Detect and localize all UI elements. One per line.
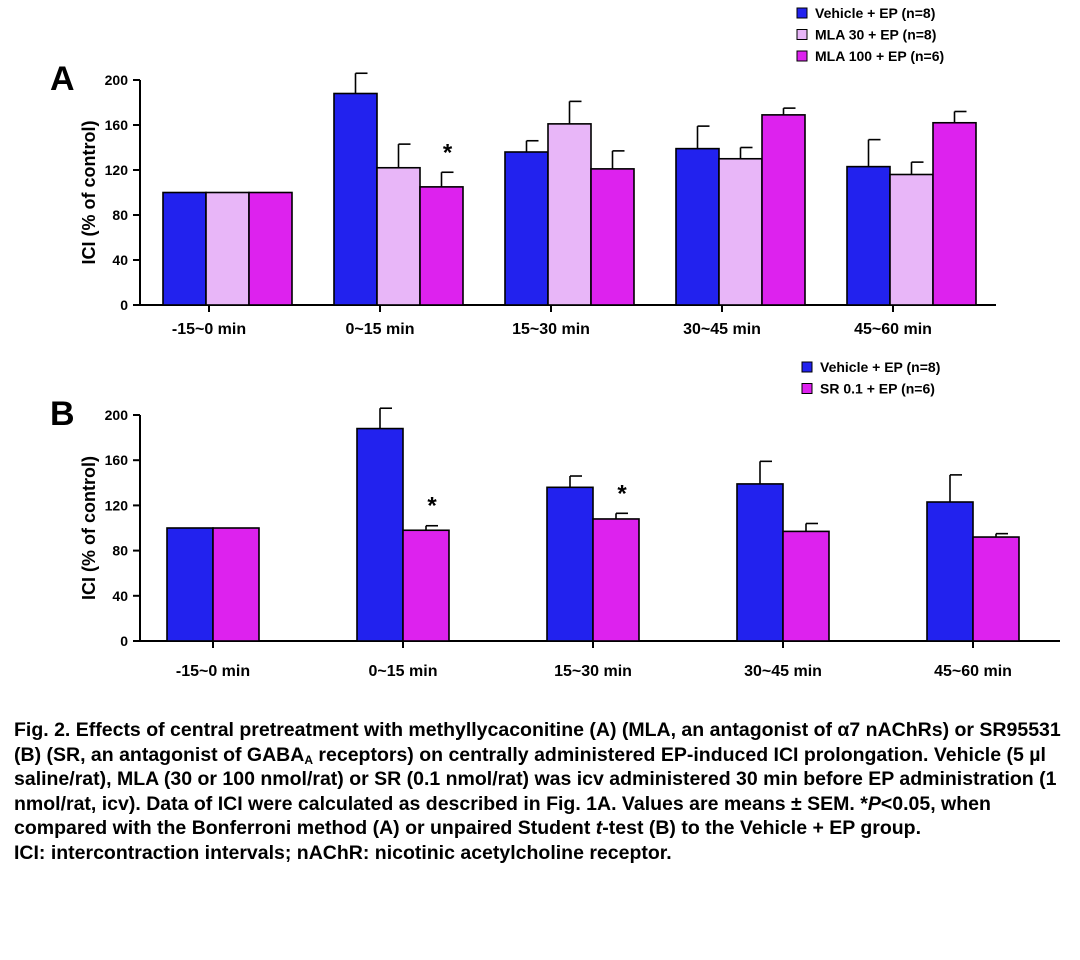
panel-b-significance-mark: * bbox=[617, 480, 627, 507]
panel-b-bar-1-4 bbox=[736, 483, 784, 642]
panel-b-y-tick-label: 120 bbox=[105, 497, 129, 513]
panel-a-bar-1-1 bbox=[162, 191, 207, 306]
panel-b-x-tick-label: 30~45 min bbox=[744, 663, 822, 680]
panel-b-y-tick-label: 160 bbox=[105, 452, 129, 468]
panel-a-bar-1-2 bbox=[333, 92, 378, 306]
panel-b-bar-2-3 bbox=[592, 518, 640, 642]
panel-b-bar-2-2 bbox=[402, 529, 450, 642]
panel-a-legend-swatch-1 bbox=[796, 7, 808, 19]
panel-a-legend-label-2: MLA 30 + EP (n=8) bbox=[815, 27, 936, 43]
panel-b-bar-2-5 bbox=[972, 536, 1020, 642]
figure: A 0 40 80 120 160 200 ICI (% of control) -15~0 m… bbox=[50, 5, 1060, 680]
panel-a-y-tick-label: 80 bbox=[112, 207, 128, 223]
panel-b-legend-swatch-1 bbox=[801, 361, 813, 373]
panel-a-x-tick-label: -15~0 min bbox=[172, 321, 246, 338]
panel-a-significance-mark: * bbox=[443, 139, 453, 166]
caption-paragraph-2: ICI: intercontraction intervals; nAChR: … bbox=[14, 841, 672, 864]
panel-a-y-tick-label: 0 bbox=[120, 297, 128, 313]
panel-a-y-tick-label: 120 bbox=[105, 162, 129, 178]
panel-a-bar-1-4 bbox=[675, 147, 720, 306]
panel-b-significance-mark: * bbox=[427, 493, 437, 520]
panel-b-x-tick-label: 45~60 min bbox=[934, 663, 1012, 680]
panel-b-legend-label-1: Vehicle + EP (n=8) bbox=[820, 359, 940, 375]
panel-b-x-tick-label: 15~30 min bbox=[554, 663, 632, 680]
panel-a-legend-swatch-3 bbox=[796, 50, 808, 62]
panel-b-y-tick-label: 40 bbox=[112, 588, 128, 604]
panel-a-label: A bbox=[50, 60, 75, 98]
panel-b-y-tick-label: 80 bbox=[112, 543, 128, 559]
panel-b-x-tick-label: 0~15 min bbox=[369, 663, 438, 680]
panel-a-bar-3-2 bbox=[419, 186, 464, 306]
panel-a-y-tick-label: 200 bbox=[105, 72, 129, 88]
panel-a-x-tick-label: 0~15 min bbox=[346, 321, 415, 338]
panel-a-y-tick-label: 160 bbox=[105, 117, 129, 133]
panel-a-bar-2-2 bbox=[376, 166, 421, 306]
panel-b-x-tick-label: -15~0 min bbox=[176, 663, 250, 680]
panel-b-bar-1-3 bbox=[546, 486, 594, 642]
panel-a-bar-3-5 bbox=[932, 121, 977, 306]
panel-b-label: B bbox=[50, 395, 75, 433]
caption-text-4: -test (B) to the Vehicle + EP group. bbox=[602, 817, 921, 840]
panel-a-legend-label-3: MLA 100 + EP (n=6) bbox=[815, 48, 944, 64]
panel-b-y-tick-label: 0 bbox=[120, 633, 128, 649]
panel-a-legend-swatch-2 bbox=[796, 29, 808, 40]
panel-a-bar-1-3 bbox=[504, 151, 549, 306]
caption-t-italic: t bbox=[595, 817, 603, 840]
panel-b-y-tick-label: 200 bbox=[105, 407, 129, 423]
caption-paragraph-1: Fig. 2. Effects of central pretreatment … bbox=[14, 718, 1072, 841]
panel-b-bar-2-1 bbox=[212, 527, 260, 642]
panel-a-bar-2-3 bbox=[547, 123, 592, 306]
panel-a-y-tick-label: 40 bbox=[112, 252, 128, 268]
caption-p-italic: P bbox=[867, 792, 881, 815]
panel-b-bar-2-4 bbox=[782, 530, 830, 642]
panel-a-x-tick-label: 30~45 min bbox=[683, 321, 761, 338]
panel-b-legend-label-2: SR 0.1 + EP (n=6) bbox=[820, 381, 935, 397]
panel-b-legend-swatch-2 bbox=[801, 383, 813, 394]
panel-a-y-axis-title: ICI (% of control) bbox=[79, 121, 99, 265]
panel-a-bar-3-3 bbox=[590, 168, 635, 306]
panel-a-bar-1-5 bbox=[846, 165, 891, 306]
panel-a-bar-3-1 bbox=[248, 191, 293, 306]
panel-a-bar-2-1 bbox=[205, 191, 250, 306]
panel-b-bar-1-1 bbox=[166, 527, 214, 642]
caption-subscript-a: A bbox=[304, 752, 313, 767]
panel-a-bar-2-5 bbox=[889, 173, 934, 306]
caption-text-3: <0.05, when compared with the Bonferroni… bbox=[14, 792, 991, 840]
figure-caption: Fig. 2. Effects of central pretreatment … bbox=[14, 718, 1072, 866]
panel-a-bar-2-4 bbox=[718, 157, 763, 306]
panel-a-x-tick-label: 45~60 min bbox=[854, 321, 932, 338]
panel-a-x-tick-label: 15~30 min bbox=[512, 321, 590, 338]
panel-b-y-axis-title: ICI (% of control) bbox=[79, 456, 99, 600]
caption-text-1: Fig. 2. Effects of central pretreatment … bbox=[14, 719, 1061, 766]
panel-a-bar-3-4 bbox=[761, 114, 806, 306]
caption-text-2: receptors) on centrally administered EP-… bbox=[14, 743, 1057, 815]
panel-a-legend-label-1: Vehicle + EP (n=8) bbox=[815, 5, 935, 21]
panel-b-bar-1-5 bbox=[926, 501, 974, 642]
panel-b-bar-1-2 bbox=[356, 427, 404, 642]
